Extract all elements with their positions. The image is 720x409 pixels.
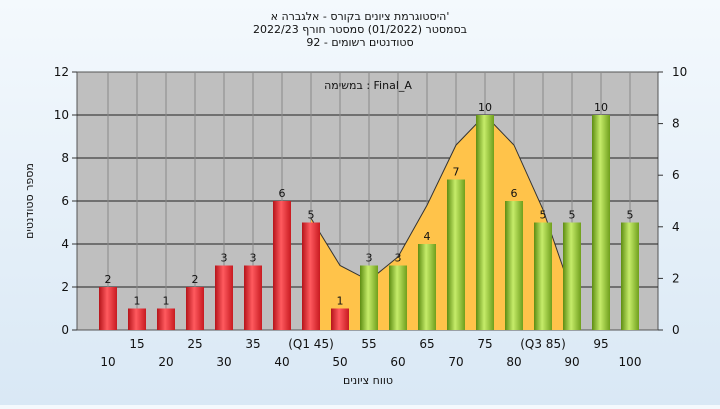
data-label-80: 6: [511, 187, 518, 200]
data-label-35: 3: [250, 252, 257, 265]
data-label-15: 1: [134, 295, 141, 308]
data-label-65: 4: [424, 230, 431, 243]
bar-55: [360, 265, 378, 330]
bars: [99, 115, 639, 330]
bar-45: [302, 222, 320, 330]
data-label-25: 2: [192, 273, 199, 286]
bar-85: [534, 222, 552, 330]
title-line-3: 92 - סטודנטים רשומים: [306, 36, 413, 49]
bar-40: [273, 201, 291, 330]
y2-tick-label-2: 4: [672, 220, 680, 234]
data-label-70: 7: [453, 166, 460, 179]
x-tick-label-100: 100: [619, 355, 642, 369]
y2-tick-label-0: 0: [672, 323, 680, 337]
bar-50: [331, 308, 349, 330]
x-tick-label-35: 35: [245, 337, 260, 351]
y-axis-ticks: 0 2 4 6 8 10 12: [54, 65, 77, 337]
bar-10: [99, 287, 117, 330]
title-line-1: היסטוגרמת ציונים בקורס - אלגברה א': [271, 10, 450, 23]
x-tick-label-45: (Q1 45): [288, 337, 334, 351]
bar-95: [592, 115, 610, 330]
x-tick-label-25: 25: [187, 337, 202, 351]
x-tick-label-15: 15: [129, 337, 144, 351]
data-label-55: 3: [366, 252, 373, 265]
bar-30: [215, 265, 233, 330]
bar-35: [244, 265, 262, 330]
data-label-50: 1: [337, 295, 344, 308]
data-label-45: 5: [308, 209, 315, 222]
data-label-75: 10: [478, 101, 492, 114]
bar-75: [476, 115, 494, 330]
data-label-60: 3: [395, 252, 402, 265]
bar-15: [128, 308, 146, 330]
y-tick-label-5: 10: [54, 108, 69, 122]
x-tick-label-85: (Q3 85): [520, 337, 566, 351]
chart-title: היסטוגרמת ציונים בקורס - אלגברה א' בסמסט…: [253, 10, 467, 49]
y2-tick-label-5: 10: [672, 65, 687, 79]
x-tick-label-90: 90: [564, 355, 579, 369]
data-label-100: 5: [627, 209, 634, 222]
bar-20: [157, 308, 175, 330]
bar-60: [389, 265, 407, 330]
x-tick-label-55: 55: [361, 337, 376, 351]
x-tick-label-60: 60: [390, 355, 405, 369]
x-tick-label-10: 10: [100, 355, 115, 369]
y-tick-label-1: 2: [61, 280, 69, 294]
x-tick-label-20: 20: [158, 355, 173, 369]
bar-25: [186, 287, 204, 330]
x-tick-label-50: 50: [332, 355, 347, 369]
x-tick-label-65: 65: [419, 337, 434, 351]
x-tick-label-40: 40: [274, 355, 289, 369]
x-axis-title: טווח ציונים: [343, 374, 393, 387]
y2-tick-label-4: 8: [672, 117, 680, 131]
data-label-10: 2: [105, 273, 112, 286]
data-label-30: 3: [221, 252, 228, 265]
annotation-label: במשימה : Final_A: [324, 79, 412, 92]
y-tick-label-3: 6: [61, 194, 69, 208]
bar-70: [447, 179, 465, 330]
x-tick-label-30: 30: [216, 355, 231, 369]
curve-line: [310, 114, 573, 294]
bar-100: [621, 222, 639, 330]
x-tick-label-80: 80: [506, 355, 521, 369]
y-tick-label-2: 4: [61, 237, 69, 251]
data-label-85: 5: [540, 209, 547, 222]
y-tick-label-4: 8: [61, 151, 69, 165]
bar-65: [418, 244, 436, 330]
bar-80: [505, 201, 523, 330]
y-tick-label-0: 0: [61, 323, 69, 337]
data-label-20: 1: [163, 295, 170, 308]
x-tick-label-70: 70: [448, 355, 463, 369]
bar-90: [563, 222, 581, 330]
value-labels: 2 1 1 2 3 3 6 5 1 3 3 4 7 10 6 5 5 10 5: [105, 101, 634, 308]
y2-tick-label-1: 2: [672, 271, 680, 285]
title-line-2: בסמסטר (01/2022) סמסטר חורף 2022/23: [253, 23, 467, 36]
x-axis-ticks: 10 15 20 25 30 35 40 (Q1 45) 50 55 60 65 70 75 80 (Q3 8…: [100, 337, 641, 369]
x-tick-label-95: 95: [593, 337, 608, 351]
y-tick-label-6: 12: [54, 65, 69, 79]
y2-axis-ticks: 0 2 4 6 8 10: [658, 65, 687, 337]
y-axis-title: מספר סטודנטים: [23, 163, 36, 239]
data-label-40: 6: [279, 187, 286, 200]
x-tick-label-75: 75: [477, 337, 492, 351]
data-label-90: 5: [569, 209, 576, 222]
data-label-95: 10: [594, 101, 608, 114]
y2-tick-label-3: 6: [672, 168, 680, 182]
